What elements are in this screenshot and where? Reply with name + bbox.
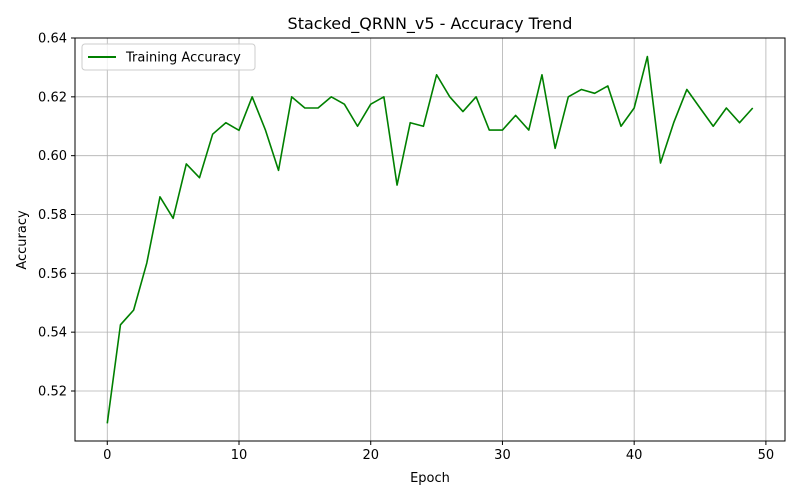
x-tick-label: 10 xyxy=(231,448,248,463)
y-tick-label: 0.54 xyxy=(38,326,67,341)
x-tick-label: 30 xyxy=(494,448,511,463)
y-tick-label: 0.56 xyxy=(38,267,67,282)
series-line-training-accuracy xyxy=(106,55,754,424)
x-tick-label: 40 xyxy=(626,448,643,463)
chart-title: Stacked_QRNN_v5 - Accuracy Trend xyxy=(288,14,573,34)
x-tick-label: 0 xyxy=(103,448,111,463)
x-tick-label: 50 xyxy=(758,448,775,463)
x-tick-label: 20 xyxy=(362,448,379,463)
y-tick-label: 0.52 xyxy=(38,384,67,399)
y-axis-ticks: 0.52 0.54 0.56 0.58 0.60 0.62 0.64 xyxy=(38,32,75,399)
y-axis-label: Accuracy xyxy=(15,210,30,270)
plot-frame xyxy=(74,37,786,442)
legend: Training Accuracy xyxy=(81,43,256,71)
y-tick-label: 0.58 xyxy=(38,208,67,223)
y-tick-label: 0.64 xyxy=(38,32,67,47)
series-lines xyxy=(106,55,754,424)
y-tick-label: 0.60 xyxy=(38,149,67,164)
legend-box xyxy=(81,43,256,71)
legend-label-training-accuracy: Training Accuracy xyxy=(125,51,241,66)
x-axis-ticks: 0 10 20 30 40 50 xyxy=(103,441,774,463)
x-axis-label: Epoch xyxy=(410,471,450,486)
y-tick-label: 0.62 xyxy=(38,90,67,105)
